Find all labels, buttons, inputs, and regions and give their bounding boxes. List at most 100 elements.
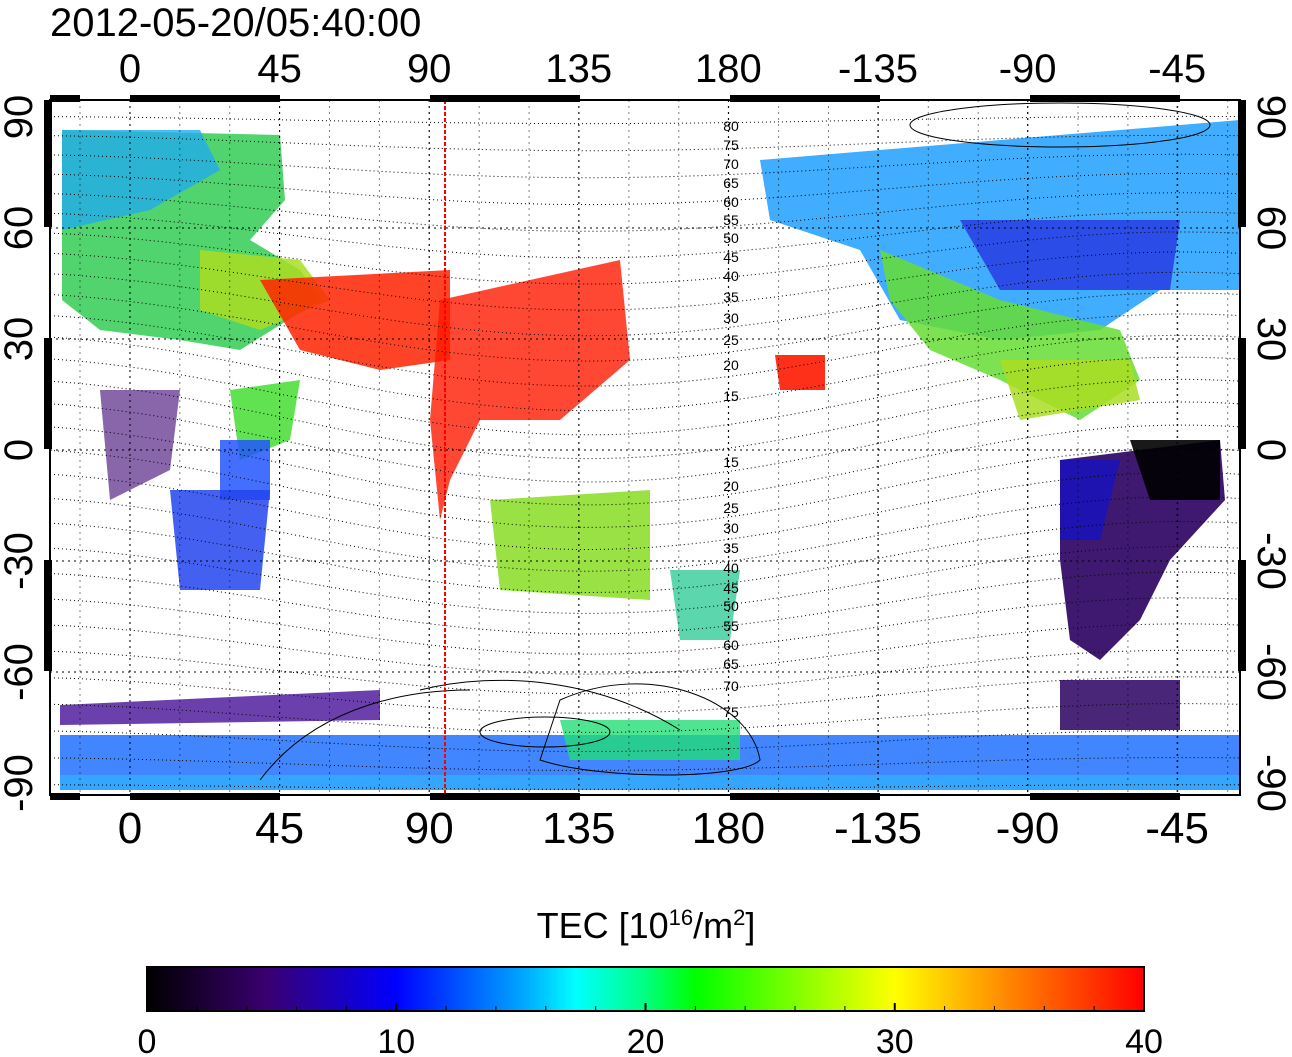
frame-bar <box>430 793 580 800</box>
contour-label: 50 <box>723 230 739 246</box>
lon-label-bottom: 180 <box>692 804 765 853</box>
frame-bar <box>130 793 280 800</box>
frame-bar <box>730 793 880 800</box>
magnetic-contour <box>50 448 1240 528</box>
lon-label-top: -90 <box>999 47 1057 91</box>
magnetic-contour <box>50 378 1240 460</box>
colorbar-title-sup: 16 <box>668 905 694 930</box>
magnetic-contour <box>50 313 1240 387</box>
magnetic-contour <box>50 172 1240 206</box>
frame-scale-bars <box>44 95 1246 800</box>
colorbar-title: TEC [1016/m2] <box>0 905 1292 947</box>
lon-label-bottom: 135 <box>542 804 615 853</box>
colorbar-title-sup2: 2 <box>733 905 746 930</box>
contour-label: 20 <box>723 478 739 494</box>
contour-label: 80 <box>723 118 739 134</box>
contour-label: 20 <box>723 357 739 373</box>
magnetic-contour <box>50 192 1240 232</box>
frame-bar <box>130 95 280 102</box>
magnetic-contour <box>50 597 1240 655</box>
lon-label-bottom: 0 <box>118 804 142 853</box>
longitude-labels-bottom: 0 45 90 135 180 -135 -90 -45 <box>118 804 1209 853</box>
longitude-labels-top: 0 45 90 135 180 -135 -90 -45 <box>119 47 1206 91</box>
contour-label: 15 <box>723 454 739 470</box>
frame-bar <box>1238 560 1246 671</box>
lat-label-right: 30 <box>1249 317 1292 362</box>
contour-label: 45 <box>723 249 739 265</box>
contour-label: 30 <box>723 520 739 536</box>
magnetic-contour <box>50 676 1240 714</box>
latitude-labels-left: 90 60 30 0 -30 -60 -90 <box>0 95 41 812</box>
lat-label-right: -30 <box>1249 532 1292 590</box>
frame-bar <box>50 793 80 800</box>
frame-bar <box>1238 338 1246 449</box>
lon-label-bottom: -90 <box>996 804 1060 853</box>
lon-label-top: 180 <box>695 47 762 91</box>
magnetic-contour <box>50 730 1240 752</box>
colorbar-ticks: 0 10 20 30 40 <box>138 1003 1163 1057</box>
contour-label: 15 <box>723 388 739 404</box>
contour-label: 60 <box>723 194 739 210</box>
lat-label-left: -60 <box>0 643 41 701</box>
frame-bar <box>1030 95 1180 102</box>
frame-bar <box>50 95 80 102</box>
frame-bar <box>44 338 52 449</box>
magnetic-contour <box>50 649 1240 695</box>
magnetic-contour <box>50 153 1240 179</box>
lat-label-right: 60 <box>1249 206 1292 251</box>
lat-label-left: 90 <box>0 95 41 140</box>
lat-label-left: -30 <box>0 532 41 590</box>
colorbar-tick-label: 30 <box>876 1023 914 1057</box>
magnetic-contour <box>50 334 1240 412</box>
frame-bar <box>730 95 880 102</box>
contour-label: 40 <box>723 268 739 284</box>
contour-label: 65 <box>723 175 739 191</box>
frame-bar <box>430 95 580 102</box>
colorbar-tick-label: 10 <box>377 1023 415 1057</box>
contour-labels: 80 75 70 65 60 55 50 45 40 35 30 25 20 15 15 20 25 30 35 40… <box>723 118 739 720</box>
contour-label: 70 <box>723 678 739 694</box>
contour-label: 35 <box>723 540 739 556</box>
frame-bar <box>1238 100 1246 227</box>
frame-bar <box>1030 793 1180 800</box>
lon-label-top: 0 <box>119 47 141 91</box>
contour-label: 60 <box>723 637 739 653</box>
lon-label-bottom: -45 <box>1145 804 1209 853</box>
contour-label: 25 <box>723 332 739 348</box>
contour-label: 70 <box>723 156 739 172</box>
tec-data-layer <box>60 120 1240 790</box>
lat-label-left: -90 <box>0 754 41 812</box>
lat-label-right: -90 <box>1249 754 1292 812</box>
lon-label-bottom: 45 <box>255 804 304 853</box>
magnetic-contour <box>50 472 1240 550</box>
magnetic-contour <box>50 546 1240 614</box>
magnetic-latitude-contours <box>50 115 1240 790</box>
lon-label-top: -135 <box>838 47 918 91</box>
lon-label-top: -45 <box>1148 47 1206 91</box>
colorbar-tick-label: 40 <box>1125 1023 1163 1057</box>
magnetic-contour <box>50 134 1240 152</box>
contour-label: 30 <box>723 310 739 326</box>
lat-label-right: -60 <box>1249 643 1292 701</box>
lon-label-bottom: -135 <box>834 804 922 853</box>
lat-label-right: 90 <box>1249 95 1292 140</box>
lat-label-left: 30 <box>0 317 41 362</box>
magnetic-contour <box>50 292 1240 362</box>
lon-label-bottom: 90 <box>405 804 454 853</box>
lon-label-top: 45 <box>257 47 302 91</box>
contour-label: 75 <box>723 137 739 153</box>
contour-label: 35 <box>723 289 739 305</box>
contour-label: 50 <box>723 598 739 614</box>
contour-label: 65 <box>723 656 739 672</box>
colorbar-title-end: ] <box>745 905 756 946</box>
contour-label: 40 <box>723 560 739 576</box>
contour-label: 55 <box>723 212 739 228</box>
lon-label-top: 90 <box>407 47 452 91</box>
lat-label-right: 0 <box>1249 439 1292 461</box>
map-title: 2012-05-20/05:40:00 <box>50 1 422 45</box>
colorbar-tick-label: 20 <box>627 1023 665 1057</box>
lon-label-top: 135 <box>545 47 612 91</box>
magnetic-contour <box>50 424 1240 506</box>
contour-label: 45 <box>723 580 739 596</box>
colorbar-tick-label: 0 <box>138 1023 157 1057</box>
